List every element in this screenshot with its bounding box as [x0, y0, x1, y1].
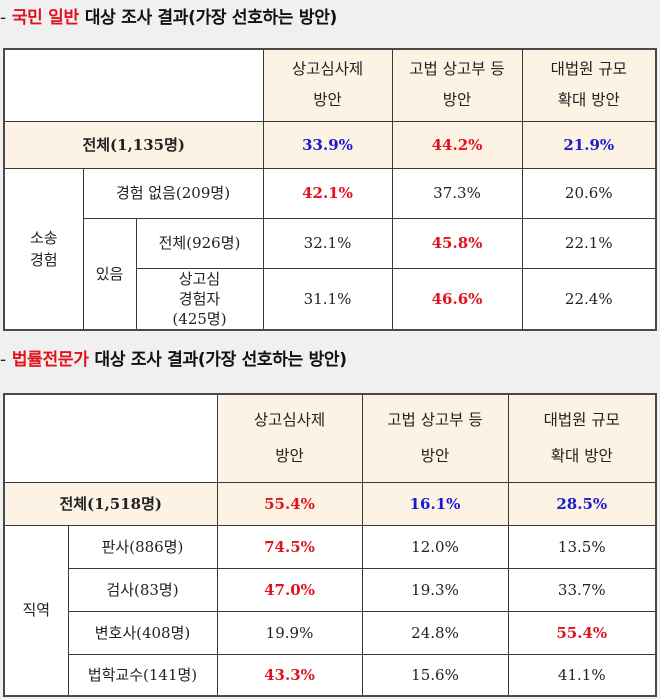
- row-value: 55.4%: [507, 610, 657, 655]
- row-value: 42.1%: [262, 167, 393, 219]
- table-row: 검사(83명) 47.0% 19.3% 33.7%: [4, 567, 657, 612]
- title-dash: -: [0, 350, 6, 370]
- row-label: 법학교수(141명): [67, 653, 218, 697]
- row-value: 37.3%: [391, 167, 523, 219]
- table-row: 소송 경험 경험 없음(209명) 42.1% 37.3% 20.6%: [3, 167, 657, 331]
- row-value: 22.1%: [521, 217, 657, 269]
- row-value: 12.0%: [361, 524, 509, 569]
- public-survey-table: 상고심사제 방안 고법 상고부 등 방안 대법원 규모 확대 방안 전체(1,1…: [3, 48, 657, 331]
- group-label-profession: 직역: [3, 524, 69, 697]
- table-row: 변호사(408명) 19.9% 24.8% 55.4%: [4, 610, 657, 655]
- subgroup-label-yes: 있음: [82, 217, 137, 331]
- total-row: 전체(1,135명) 33.9% 44.2% 21.9%: [3, 120, 657, 169]
- row-value: 33.7%: [507, 567, 657, 612]
- row-label: 검사(83명): [67, 567, 218, 612]
- row-label: 판사(886명): [67, 524, 218, 569]
- row-value: 43.3%: [216, 653, 363, 697]
- title-rest: 대상 조사 결과(가장 선호하는 방안): [84, 8, 338, 28]
- row-value: 46.6%: [391, 267, 523, 331]
- column-header-3: 대법원 규모 확대 방안: [521, 48, 657, 122]
- table-row: 있음 전체(926명) 32.1% 45.8% 22.1%: [4, 217, 657, 331]
- title-highlight: 국민 일반: [11, 8, 79, 28]
- row-value: 13.5%: [507, 524, 657, 569]
- row-value: 15.6%: [361, 653, 509, 697]
- column-header-3: 대법원 규모 확대 방안: [507, 393, 657, 483]
- total-value-1: 33.9%: [262, 120, 393, 169]
- section1-title: - 국민 일반 대상 조사 결과(가장 선호하는 방안): [0, 4, 337, 32]
- row-value: 20.6%: [521, 167, 657, 219]
- title-dash: -: [0, 8, 6, 28]
- row-value: 47.0%: [216, 567, 363, 612]
- row-value: 41.1%: [507, 653, 657, 697]
- row-value: 24.8%: [361, 610, 509, 655]
- total-value-1: 55.4%: [216, 481, 363, 526]
- title-highlight: 법률전문가: [11, 350, 89, 370]
- row-value: 22.4%: [521, 267, 657, 331]
- row-label: 전체(926명): [135, 217, 264, 269]
- total-value-3: 28.5%: [507, 481, 657, 526]
- row-value: 31.1%: [262, 267, 393, 331]
- column-header-2: 고법 상고부 등 방안: [391, 48, 523, 122]
- row-value: 19.9%: [216, 610, 363, 655]
- total-value-2: 16.1%: [361, 481, 509, 526]
- table-row: 상고심 경험자 (425명) 31.1% 46.6% 22.4%: [4, 267, 657, 331]
- column-header-1: 상고심사제 방안: [262, 48, 393, 122]
- row-value: 32.1%: [262, 217, 393, 269]
- row-label: 경험 없음(209명): [82, 167, 264, 219]
- row-value: 74.5%: [216, 524, 363, 569]
- title-rest: 대상 조사 결과(가장 선호하는 방안): [94, 350, 347, 370]
- row-label: 변호사(408명): [67, 610, 218, 655]
- total-value-3: 21.9%: [521, 120, 657, 169]
- group-label-litigation: 소송 경험: [3, 167, 84, 331]
- table-row: 법학교수(141명) 43.3% 15.6% 41.1%: [4, 653, 657, 697]
- header-blank-cell: [3, 393, 218, 483]
- expert-survey-table: 상고심사제 방안 고법 상고부 등 방안 대법원 규모 확대 방안 전체(1,5…: [3, 393, 657, 697]
- table-row: 직역 판사(886명) 74.5% 12.0% 13.5%: [3, 524, 657, 697]
- header-blank-cell: [3, 48, 264, 122]
- section2-title: - 법률전문가 대상 조사 결과(가장 선호하는 방안): [0, 346, 347, 374]
- total-label: 전체(1,518명): [3, 481, 218, 526]
- column-header-2: 고법 상고부 등 방안: [361, 393, 509, 483]
- row-value: 45.8%: [391, 217, 523, 269]
- total-value-2: 44.2%: [391, 120, 523, 169]
- row-label: 상고심 경험자 (425명): [135, 267, 264, 331]
- total-label: 전체(1,135명): [3, 120, 264, 169]
- column-header-1: 상고심사제 방안: [216, 393, 363, 483]
- total-row: 전체(1,518명) 55.4% 16.1% 28.5%: [3, 481, 657, 526]
- row-value: 19.3%: [361, 567, 509, 612]
